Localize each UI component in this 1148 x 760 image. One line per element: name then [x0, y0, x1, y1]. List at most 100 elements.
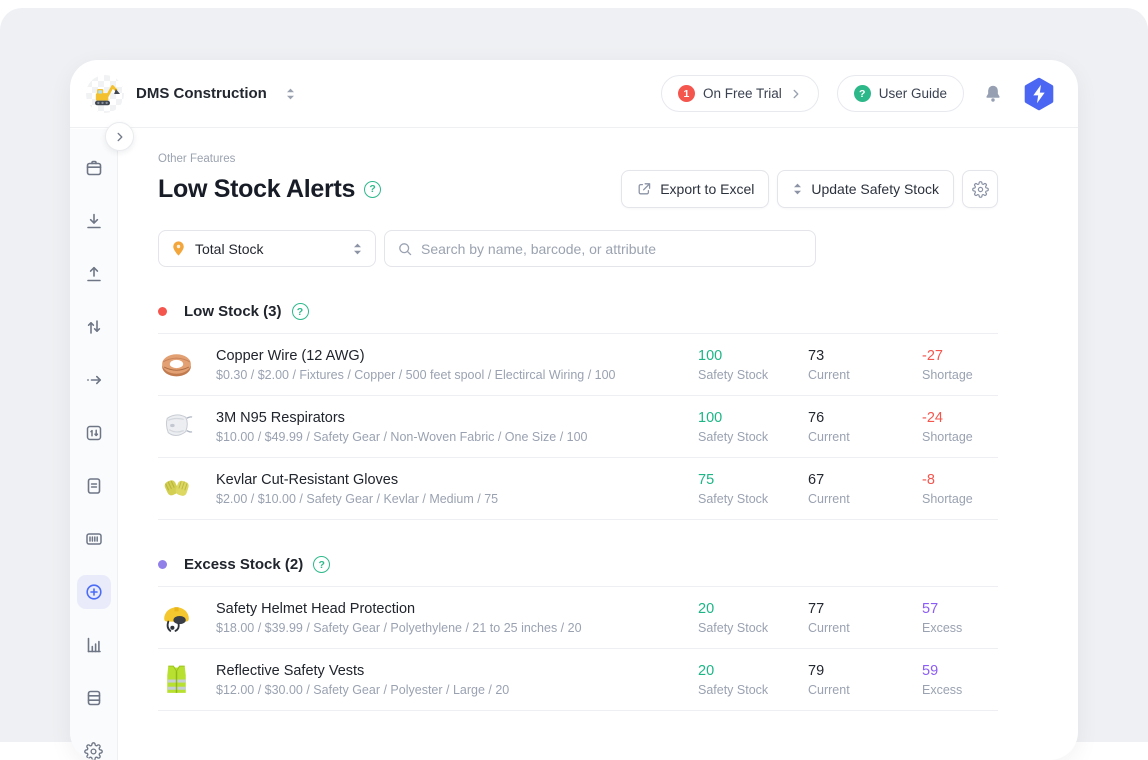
excess-stock-table: Safety Helmet Head Protection $18.00 / $… [158, 586, 998, 711]
sidebar-item-settings[interactable] [77, 734, 111, 760]
sidebar-item-reports[interactable] [77, 628, 111, 662]
page-help-icon[interactable]: ? [364, 181, 381, 198]
search-input[interactable] [421, 241, 803, 257]
sidebar-item-transfer[interactable] [77, 310, 111, 344]
export-label: Export to Excel [660, 181, 754, 197]
move-out-icon [84, 370, 104, 390]
current-value: 67 [808, 472, 922, 488]
low-stock-section-header: Low Stock (3) ? [158, 303, 998, 320]
bar-chart-icon [84, 635, 104, 655]
sidebar-item-barcode[interactable] [77, 522, 111, 556]
sidebar-item-stock-in[interactable] [77, 204, 111, 238]
current-value: 79 [808, 663, 922, 679]
download-icon [84, 211, 104, 231]
product-details: $2.00 / $10.00 / Safety Gear / Kevlar / … [216, 492, 698, 506]
note-icon [84, 476, 104, 496]
excess-value: 57 [922, 601, 998, 617]
product-image [158, 470, 195, 507]
breadcrumb: Other Features [158, 153, 998, 165]
table-row[interactable]: Kevlar Cut-Resistant Gloves $2.00 / $10.… [158, 458, 998, 520]
safety-stock-label: Safety Stock [698, 430, 808, 444]
chevron-right-icon [790, 88, 802, 100]
plus-circle-icon [84, 582, 104, 602]
sidebar-item-low-stock-alerts[interactable] [77, 575, 111, 609]
copper-wire-image [158, 346, 195, 383]
excess-stock-help-icon[interactable]: ? [313, 556, 330, 573]
free-trial-button[interactable]: 1 On Free Trial [661, 75, 819, 112]
export-icon [636, 181, 652, 197]
main-content: Other Features Low Stock Alerts ? Export… [158, 129, 998, 711]
product-details: $12.00 / $30.00 / Safety Gear / Polyeste… [216, 683, 698, 697]
export-to-excel-button[interactable]: Export to Excel [621, 170, 769, 208]
product-name: Reflective Safety Vests [216, 663, 698, 679]
safety-stock-value: 20 [698, 663, 808, 679]
bell-icon[interactable] [982, 82, 1004, 106]
current-label: Current [808, 621, 922, 635]
respirator-image [158, 408, 195, 445]
safety-stock-value: 75 [698, 472, 808, 488]
app-window: DMS Construction 1 On Free Trial ? User … [70, 60, 1078, 760]
shortage-value: -24 [922, 410, 998, 426]
current-value: 73 [808, 348, 922, 364]
user-guide-button[interactable]: ? User Guide [837, 75, 964, 112]
table-row[interactable]: 3M N95 Respirators $10.00 / $49.99 / Saf… [158, 396, 998, 458]
sidebar-item-adjustment[interactable] [77, 416, 111, 450]
safety-stock-label: Safety Stock [698, 368, 808, 382]
product-image [158, 661, 195, 698]
app-brand-icon[interactable] [1022, 77, 1056, 111]
chevron-right-icon [114, 131, 126, 143]
gear-icon [972, 181, 989, 198]
vest-image [158, 661, 195, 698]
low-stock-label: Low Stock (3) [184, 303, 282, 320]
sidebar-item-move-out[interactable] [77, 363, 111, 397]
gear-icon [84, 742, 103, 760]
company-logo[interactable] [86, 75, 124, 113]
sort-arrows-icon [352, 242, 363, 256]
helmet-image [158, 599, 195, 636]
excess-label: Excess [922, 683, 998, 697]
trial-alert-badge: 1 [678, 85, 695, 102]
barcode-icon [84, 529, 104, 549]
stock-filter-value: Total Stock [195, 241, 263, 257]
excess-label: Excess [922, 621, 998, 635]
sort-arrows-icon [792, 182, 803, 196]
sidebar [70, 129, 118, 760]
search-box [384, 230, 816, 267]
table-row[interactable]: Reflective Safety Vests $12.00 / $30.00 … [158, 649, 998, 711]
excess-value: 59 [922, 663, 998, 679]
product-image [158, 346, 195, 383]
briefcase-icon [84, 158, 104, 178]
product-name: 3M N95 Respirators [216, 410, 698, 426]
company-switcher-icon[interactable] [285, 87, 296, 101]
page-title: Low Stock Alerts [158, 175, 355, 204]
shortage-value: -8 [922, 472, 998, 488]
current-label: Current [808, 430, 922, 444]
sidebar-expand-button[interactable] [105, 122, 134, 151]
sidebar-item-stock-out[interactable] [77, 257, 111, 291]
sidebar-item-database[interactable] [77, 681, 111, 715]
table-row[interactable]: Safety Helmet Head Protection $18.00 / $… [158, 587, 998, 649]
settings-button[interactable] [962, 170, 998, 208]
table-row[interactable]: Copper Wire (12 AWG) $0.30 / $2.00 / Fix… [158, 334, 998, 396]
product-details: $18.00 / $39.99 / Safety Gear / Polyethy… [216, 621, 698, 635]
stock-filter-select[interactable]: Total Stock [158, 230, 376, 267]
low-stock-dot [158, 307, 167, 316]
sidebar-item-inventory[interactable] [77, 151, 111, 185]
sidebar-item-notes[interactable] [77, 469, 111, 503]
upload-icon [84, 264, 104, 284]
current-label: Current [808, 368, 922, 382]
app-header: DMS Construction 1 On Free Trial ? User … [70, 60, 1078, 128]
update-safety-stock-button[interactable]: Update Safety Stock [777, 170, 954, 208]
safety-stock-value: 20 [698, 601, 808, 617]
excavator-icon [90, 79, 120, 109]
guide-label: User Guide [879, 86, 947, 101]
low-stock-help-icon[interactable]: ? [292, 303, 309, 320]
search-icon [397, 241, 413, 257]
gloves-image [158, 470, 195, 507]
safety-stock-label: Safety Stock [698, 621, 808, 635]
shortage-label: Shortage [922, 492, 998, 506]
location-pin-icon [171, 240, 186, 257]
current-value: 76 [808, 410, 922, 426]
company-name: DMS Construction [136, 85, 267, 102]
adjustment-icon [84, 423, 104, 443]
